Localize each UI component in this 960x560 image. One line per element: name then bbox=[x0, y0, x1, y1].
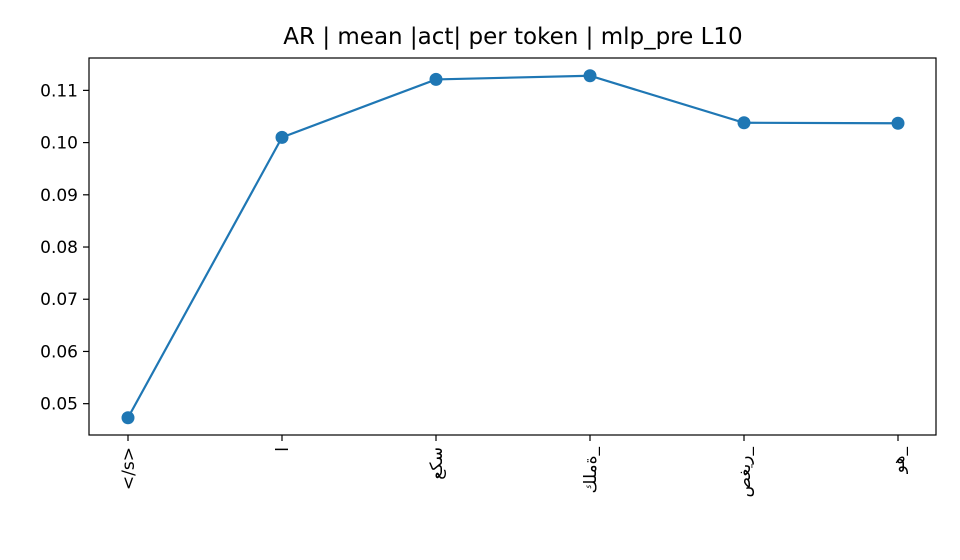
y-tick-label: 0.07 bbox=[40, 290, 78, 310]
data-point bbox=[429, 72, 443, 86]
data-point bbox=[737, 116, 751, 130]
data-point bbox=[583, 69, 597, 83]
x-tick-label: ةملك_ bbox=[581, 447, 601, 494]
y-tick-label: 0.05 bbox=[40, 395, 78, 415]
data-point bbox=[121, 411, 135, 425]
data-point bbox=[891, 116, 905, 130]
data-point bbox=[275, 130, 289, 144]
x-tick-label: </s> bbox=[119, 447, 139, 490]
y-tick-label: 0.11 bbox=[40, 81, 78, 101]
x-tick-label: هو_ bbox=[889, 447, 909, 475]
x-tick-label: ا bbox=[273, 447, 293, 452]
x-tick-label: ريغص_ bbox=[735, 447, 755, 498]
plot-area: 0.05 0.06 0.07 0.08 0.09 0.10 0.11 </s> ا سكع ةملك… bbox=[40, 57, 937, 498]
y-tick-label: 0.09 bbox=[40, 186, 78, 206]
y-tick-label: 0.08 bbox=[40, 238, 78, 258]
y-tick-label: 0.06 bbox=[40, 342, 78, 362]
x-tick-label: سكع bbox=[427, 447, 447, 480]
y-tick-label: 0.10 bbox=[40, 134, 78, 154]
series-line bbox=[127, 74, 899, 419]
axes-frame bbox=[88, 57, 937, 436]
chart-title: AR | mean |act| per token | mlp_pre L10 bbox=[283, 24, 742, 50]
